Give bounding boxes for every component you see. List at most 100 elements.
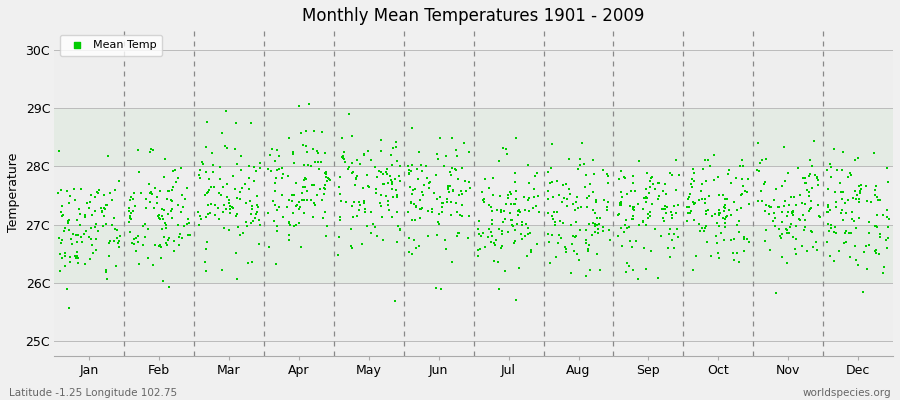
Point <box>656 206 670 213</box>
Point <box>61 227 76 234</box>
Point <box>364 156 379 163</box>
Point <box>253 165 267 171</box>
Point <box>573 162 588 168</box>
Point <box>718 196 733 202</box>
Point <box>478 176 492 183</box>
Point <box>166 184 181 191</box>
Point <box>772 203 787 210</box>
Point <box>433 135 447 142</box>
Point <box>828 199 842 205</box>
Point <box>310 192 324 198</box>
Point <box>155 206 169 212</box>
Point <box>799 180 814 186</box>
Point <box>318 208 332 215</box>
Point <box>176 204 190 210</box>
Point <box>63 258 77 265</box>
Point <box>298 184 312 190</box>
Point <box>518 233 532 240</box>
Point <box>496 144 510 151</box>
Point <box>454 191 469 198</box>
Point <box>385 213 400 220</box>
Point <box>244 211 258 218</box>
Point <box>78 261 93 267</box>
Point <box>250 204 265 210</box>
Point <box>122 212 137 219</box>
Point <box>150 200 165 206</box>
Point <box>270 223 284 230</box>
Point <box>419 175 434 181</box>
Point <box>250 209 265 215</box>
Point <box>792 216 806 222</box>
Point <box>785 210 799 216</box>
Point <box>670 187 684 194</box>
Point <box>727 256 742 263</box>
Point <box>711 250 725 256</box>
Point <box>793 192 807 198</box>
Point <box>740 236 754 242</box>
Point <box>698 208 713 214</box>
Point <box>284 222 298 228</box>
Point <box>381 198 395 204</box>
Point <box>431 211 446 218</box>
Point <box>612 176 626 183</box>
Point <box>620 259 634 266</box>
Point <box>338 159 352 165</box>
Point <box>706 152 721 158</box>
Point <box>388 298 402 304</box>
Point <box>693 228 707 234</box>
Point <box>392 223 406 229</box>
Point <box>641 211 655 218</box>
Point <box>389 138 403 145</box>
Point <box>100 276 114 282</box>
Point <box>614 199 628 205</box>
Point <box>842 170 857 176</box>
Point <box>844 172 859 179</box>
Point <box>229 212 243 219</box>
Point <box>404 199 419 205</box>
Point <box>732 218 746 224</box>
Point <box>514 231 528 238</box>
Point <box>171 174 185 181</box>
Point <box>640 170 654 176</box>
Point <box>566 232 580 239</box>
Point <box>238 180 252 187</box>
Point <box>289 202 303 209</box>
Point <box>845 216 859 222</box>
Point <box>230 224 245 230</box>
Point <box>355 241 369 247</box>
Point <box>357 206 372 212</box>
Point <box>155 226 169 232</box>
Point <box>194 216 208 222</box>
Point <box>310 159 325 166</box>
Point <box>778 203 792 209</box>
Point <box>499 216 513 222</box>
Point <box>797 201 812 207</box>
Point <box>266 198 280 204</box>
Point <box>665 212 680 218</box>
Point <box>144 189 158 196</box>
Point <box>228 186 242 192</box>
Point <box>521 180 535 186</box>
Point <box>129 248 143 254</box>
Point <box>307 182 321 189</box>
Point <box>716 237 731 244</box>
Point <box>357 152 372 158</box>
Point <box>286 159 301 166</box>
Point <box>220 181 234 188</box>
Point <box>307 200 321 206</box>
Point <box>400 163 415 170</box>
Point <box>543 180 557 186</box>
Point <box>802 208 816 214</box>
Point <box>220 108 234 114</box>
Point <box>233 166 248 173</box>
Point <box>287 192 302 198</box>
Point <box>836 148 850 155</box>
Point <box>95 223 110 229</box>
Point <box>611 212 625 218</box>
Point <box>841 197 855 203</box>
Point <box>274 174 289 181</box>
Point <box>849 196 863 202</box>
Point <box>96 212 111 219</box>
Point <box>474 188 489 195</box>
Point <box>758 237 772 244</box>
